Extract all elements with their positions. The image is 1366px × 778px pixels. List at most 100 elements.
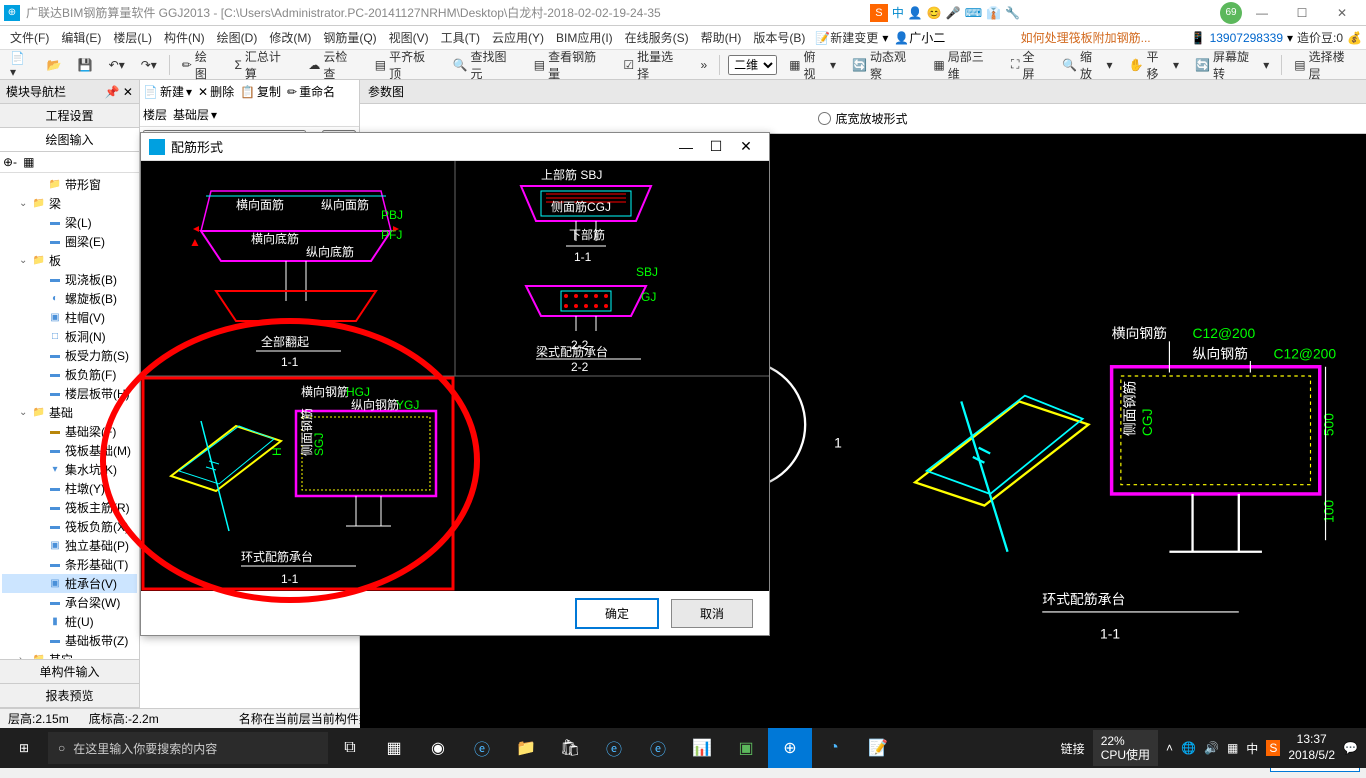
- btn-floor[interactable]: 楼层: [143, 106, 167, 123]
- tree-node[interactable]: ▬现浇板(B): [2, 270, 137, 289]
- ime-tool-icon[interactable]: 👤: [908, 6, 923, 20]
- tree-node[interactable]: ›📁其它: [2, 650, 137, 659]
- ime-tool-icon[interactable]: ⌨: [965, 6, 982, 20]
- tb-redo-icon[interactable]: ↷▾: [137, 56, 161, 74]
- maximize-button[interactable]: ☐: [1282, 0, 1322, 26]
- tree-node[interactable]: ▬圈梁(E): [2, 232, 137, 251]
- tree-node[interactable]: ▬筏板基础(M): [2, 441, 137, 460]
- dialog-close[interactable]: ✕: [731, 137, 761, 157]
- tree-node[interactable]: ▣桩承台(V): [2, 574, 137, 593]
- tree-node[interactable]: ▬楼层板带(H): [2, 384, 137, 403]
- dialog-minimize[interactable]: —: [671, 137, 701, 157]
- tab-project-settings[interactable]: 工程设置: [0, 104, 139, 128]
- taskbar-store-icon[interactable]: 🛍: [548, 728, 592, 768]
- menu-floor[interactable]: 楼层(L): [107, 27, 158, 48]
- ime-sogou-icon[interactable]: S: [870, 4, 888, 22]
- tray-up-icon[interactable]: ˄: [1166, 741, 1173, 755]
- help-link[interactable]: 如何处理筏板附加钢筋...: [1021, 29, 1151, 46]
- tb-view-rebar[interactable]: ▤查看钢筋量: [530, 46, 612, 84]
- tree-node[interactable]: ▮桩(U): [2, 612, 137, 631]
- btn-new[interactable]: 📄新建▾: [143, 83, 192, 100]
- tree-node[interactable]: ▬柱墩(Y): [2, 479, 137, 498]
- tb-rotate[interactable]: 🔄屏幕旋转▾: [1191, 46, 1273, 84]
- cancel-button[interactable]: 取消: [671, 599, 753, 628]
- tb-fullscreen[interactable]: ⛶全屏: [1007, 46, 1050, 84]
- tree-node[interactable]: ▣独立基础(P): [2, 536, 137, 555]
- tb-new-icon[interactable]: 📄▾: [6, 49, 35, 81]
- tb-batch-select[interactable]: ☑批量选择: [619, 46, 688, 84]
- taskbar-edge-icon[interactable]: ⓔ: [460, 728, 504, 768]
- tray-volume-icon[interactable]: 🔊: [1204, 741, 1219, 755]
- tb-local3d[interactable]: ▦局部三维: [929, 46, 999, 84]
- menu-help[interactable]: 帮助(H): [695, 27, 748, 48]
- tree-node[interactable]: ▣柱帽(V): [2, 308, 137, 327]
- tray-network-icon[interactable]: 🌐: [1181, 741, 1196, 755]
- taskbar-explorer-icon[interactable]: 📁: [504, 728, 548, 768]
- taskbar-edge2-icon[interactable]: ⓔ: [592, 728, 636, 768]
- tb-cloud-check[interactable]: ☁云检查: [304, 46, 362, 84]
- tb-zoom[interactable]: 🔍缩放▾: [1058, 46, 1116, 84]
- component-tree[interactable]: 📁带形窗⌄📁梁▬梁(L)▬圈梁(E)⌄📁板▬现浇板(B)◐螺旋板(B)▣柱帽(V…: [0, 173, 139, 659]
- tree-node[interactable]: ▬筏板主筋(R): [2, 498, 137, 517]
- tb-undo-icon[interactable]: ↶▾: [105, 56, 129, 74]
- tree-node[interactable]: ▬梁(L): [2, 213, 137, 232]
- tree-node[interactable]: ▬板负筋(F): [2, 365, 137, 384]
- tab-draw-input[interactable]: 绘图输入: [0, 128, 139, 152]
- tray-cpu[interactable]: 22%CPU使用: [1093, 730, 1158, 767]
- tree-node[interactable]: ▬板受力筋(S): [2, 346, 137, 365]
- tb-open-icon[interactable]: 📂: [43, 56, 66, 74]
- ok-button[interactable]: 确定: [575, 598, 659, 629]
- taskbar-app-icon[interactable]: 📊: [680, 728, 724, 768]
- taskbar-app-icon[interactable]: 📝: [856, 728, 900, 768]
- tree-node[interactable]: ⌄📁基础: [2, 403, 137, 422]
- tray-ime[interactable]: 中: [1246, 740, 1258, 757]
- taskbar-app-icon[interactable]: ▣: [724, 728, 768, 768]
- radio-option-2[interactable]: 底宽放坡形式: [818, 110, 907, 127]
- taskbar-search[interactable]: ○ 在这里输入你要搜索的内容: [48, 732, 328, 764]
- btn-rename[interactable]: ✏重命名: [287, 83, 335, 100]
- ime-tool-icon[interactable]: 🎤: [946, 6, 961, 20]
- tree-node[interactable]: ▬基础梁(F): [2, 422, 137, 441]
- tab-single-input[interactable]: 单构件输入: [0, 660, 139, 684]
- tree-node[interactable]: ▬筏板负筋(X): [2, 517, 137, 536]
- taskbar-app-icon[interactable]: ▦: [372, 728, 416, 768]
- btn-delete[interactable]: ✕删除: [198, 83, 234, 100]
- notification-badge[interactable]: 69: [1220, 2, 1242, 24]
- ime-tool-icon[interactable]: 🔧: [1005, 6, 1020, 20]
- ime-tool-icon[interactable]: 😊: [927, 6, 942, 20]
- tree-node[interactable]: ▬承台梁(W): [2, 593, 137, 612]
- close-button[interactable]: ✕: [1322, 0, 1362, 26]
- pin-icon[interactable]: 📌 ✕: [105, 85, 133, 99]
- btn-copy[interactable]: 📋复制: [240, 83, 281, 100]
- tree-node[interactable]: ▬条形基础(T): [2, 555, 137, 574]
- tray-link[interactable]: 链接: [1061, 740, 1085, 757]
- taskbar-app-icon[interactable]: ⊕: [768, 728, 812, 768]
- tree-node[interactable]: ◐螺旋板(B): [2, 289, 137, 308]
- taskbar-app-icon[interactable]: ◉: [416, 728, 460, 768]
- tree-mode-icon[interactable]: ⊕-: [3, 155, 17, 169]
- ime-tool-icon[interactable]: 👔: [986, 6, 1001, 20]
- tab-report-preview[interactable]: 报表预览: [0, 684, 139, 708]
- minimize-button[interactable]: —: [1242, 0, 1282, 26]
- tb-save-icon[interactable]: 💾: [74, 56, 97, 74]
- tray-clock[interactable]: 13:372018/5/2: [1288, 732, 1335, 763]
- option-ring-style[interactable]: 横向钢筋 HGJ 纵向钢筋 YGJ 侧面钢筋 SGJ 环式配筋承台 1-1 H: [171, 384, 436, 586]
- option-beam-style[interactable]: 上部筋 SBJ 侧面筋CGJ 下部筋 1-1 SBJ GJ 梁式配筋承台 2-2…: [521, 167, 658, 374]
- taskbar-ie-icon[interactable]: ⓔ: [636, 728, 680, 768]
- tree-node[interactable]: ▾集水坑(K): [2, 460, 137, 479]
- taskbar-app-icon[interactable]: ◔: [812, 728, 856, 768]
- tree-node[interactable]: ⌄📁梁: [2, 194, 137, 213]
- dialog-maximize[interactable]: ☐: [701, 137, 731, 157]
- tb-pan[interactable]: ✋平移▾: [1125, 46, 1183, 84]
- option-all-bent[interactable]: 横向面筋 纵向面筋 横向底筋 纵向底筋 全部翻起 1-1 ▲ PBJ PFJ: [189, 191, 403, 369]
- tray-sogou-icon[interactable]: S: [1266, 740, 1280, 756]
- tb-topview[interactable]: ▦俯视▾: [785, 46, 840, 84]
- tb-align[interactable]: ▤平齐板顶: [371, 46, 441, 84]
- tree-node[interactable]: ⌄📁板: [2, 251, 137, 270]
- tree-mode-icon[interactable]: ▦: [23, 155, 34, 169]
- tb-more-icon[interactable]: »: [697, 56, 712, 74]
- ime-lang[interactable]: 中: [892, 4, 904, 21]
- dialog-header[interactable]: 配筋形式 — ☐ ✕: [141, 133, 769, 161]
- tray-notifications-icon[interactable]: 💬: [1343, 741, 1358, 755]
- menu-edit[interactable]: 编辑(E): [55, 27, 107, 48]
